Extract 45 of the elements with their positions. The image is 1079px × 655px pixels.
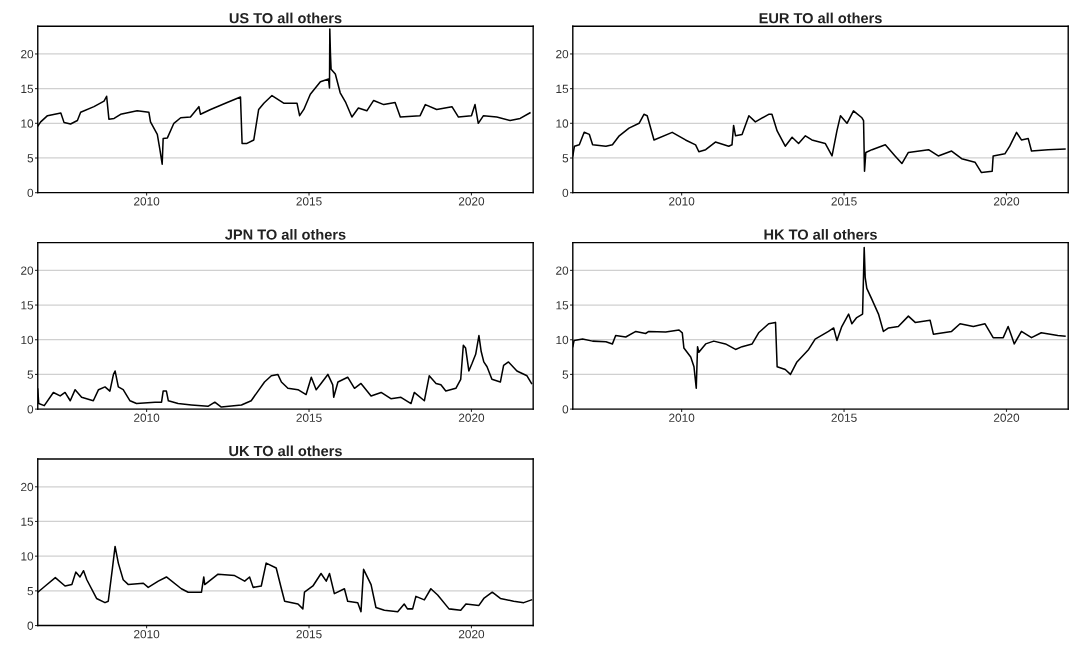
y-tick-label: 5 (562, 370, 569, 379)
y-tick-label: 0 (27, 405, 34, 414)
y-tick-label: 15 (21, 517, 34, 526)
x-tick-label: 2020 (993, 197, 1020, 206)
x-tick-label: 2020 (458, 197, 485, 206)
x-tick-label: 2010 (134, 197, 160, 206)
x-tick-label: 2010 (669, 197, 695, 206)
y-tick-label: 20 (556, 266, 569, 275)
x-tick-label: 2020 (458, 413, 485, 422)
y-tick-label: 10 (21, 552, 34, 561)
chart-title: HK TO all others (764, 229, 877, 240)
x-tick-label: 2010 (134, 630, 160, 639)
y-tick-label: 15 (21, 301, 34, 310)
x-tick-label: 2020 (458, 630, 485, 639)
y-tick-label: 15 (556, 301, 569, 310)
x-tick-label: 2015 (296, 197, 322, 206)
x-tick-label: 2010 (134, 413, 160, 422)
y-tick-label: 20 (21, 49, 34, 59)
y-tick-label: 0 (27, 188, 34, 198)
y-tick-label: 5 (27, 370, 34, 379)
x-tick-label: 2015 (296, 630, 322, 639)
y-tick-label: 0 (562, 405, 569, 414)
y-tick-label: 20 (556, 49, 569, 59)
x-tick-label: 2020 (993, 413, 1020, 422)
x-tick-label: 2015 (831, 197, 857, 206)
chart-title: EUR TO all others (759, 12, 882, 24)
y-tick-label: 10 (21, 335, 34, 345)
y-tick-label: 15 (21, 84, 34, 94)
y-tick-label: 20 (21, 482, 34, 492)
chart-title: JPN TO all others (225, 229, 346, 240)
y-tick-label: 15 (556, 84, 569, 94)
x-tick-label: 2015 (296, 413, 322, 422)
y-tick-label: 5 (562, 154, 569, 163)
chart-title: US TO all others (229, 12, 342, 24)
y-tick-label: 0 (562, 188, 569, 198)
x-tick-label: 2010 (669, 413, 695, 422)
x-tick-label: 2015 (831, 413, 857, 422)
y-tick-label: 5 (27, 587, 34, 596)
y-tick-label: 10 (21, 119, 34, 128)
y-tick-label: 10 (556, 335, 569, 345)
y-tick-label: 5 (27, 154, 34, 163)
y-tick-label: 0 (27, 621, 34, 630)
y-tick-label: 10 (556, 119, 569, 128)
y-tick-label: 20 (21, 266, 34, 275)
chart-title: UK TO all others (229, 445, 342, 457)
